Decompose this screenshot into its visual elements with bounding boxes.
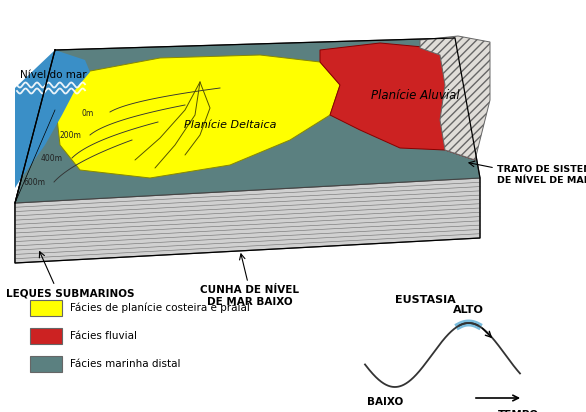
Text: EUSTASIA: EUSTASIA [394, 295, 455, 305]
Text: CUNHA DE NÍVEL
DE MAR BAIXO: CUNHA DE NÍVEL DE MAR BAIXO [200, 285, 299, 307]
Polygon shape [15, 178, 480, 263]
Text: Planície Aluvial: Planície Aluvial [371, 89, 459, 101]
Text: 200m: 200m [59, 131, 81, 140]
Text: 0m: 0m [82, 108, 94, 117]
Bar [30, 356, 62, 372]
Text: BAIXO: BAIXO [367, 397, 403, 407]
Polygon shape [15, 50, 90, 188]
Text: TEMPO: TEMPO [498, 410, 539, 412]
Bar [30, 328, 62, 344]
Text: ALTO: ALTO [454, 305, 484, 315]
Text: Fácies fluvial: Fácies fluvial [70, 331, 137, 341]
Text: Fácies marinha distal: Fácies marinha distal [70, 359, 180, 369]
Polygon shape [320, 43, 478, 160]
Text: Fácies de planície costeira e praial: Fácies de planície costeira e praial [70, 303, 250, 313]
Text: 600m: 600m [24, 178, 46, 187]
Text: Nível do mar: Nível do mar [20, 70, 87, 80]
Polygon shape [15, 50, 55, 263]
Text: Planície Deltaica: Planície Deltaica [184, 120, 276, 130]
Polygon shape [15, 38, 480, 203]
Text: TRATO DE SISTEMAS
DE NÍVEL DE MAR ALTO: TRATO DE SISTEMAS DE NÍVEL DE MAR ALTO [497, 165, 586, 185]
Polygon shape [420, 36, 490, 160]
Polygon shape [55, 55, 340, 178]
Bar [30, 300, 62, 316]
Text: LEQUES SUBMARINOS: LEQUES SUBMARINOS [6, 288, 134, 298]
Text: 400m: 400m [41, 154, 63, 162]
